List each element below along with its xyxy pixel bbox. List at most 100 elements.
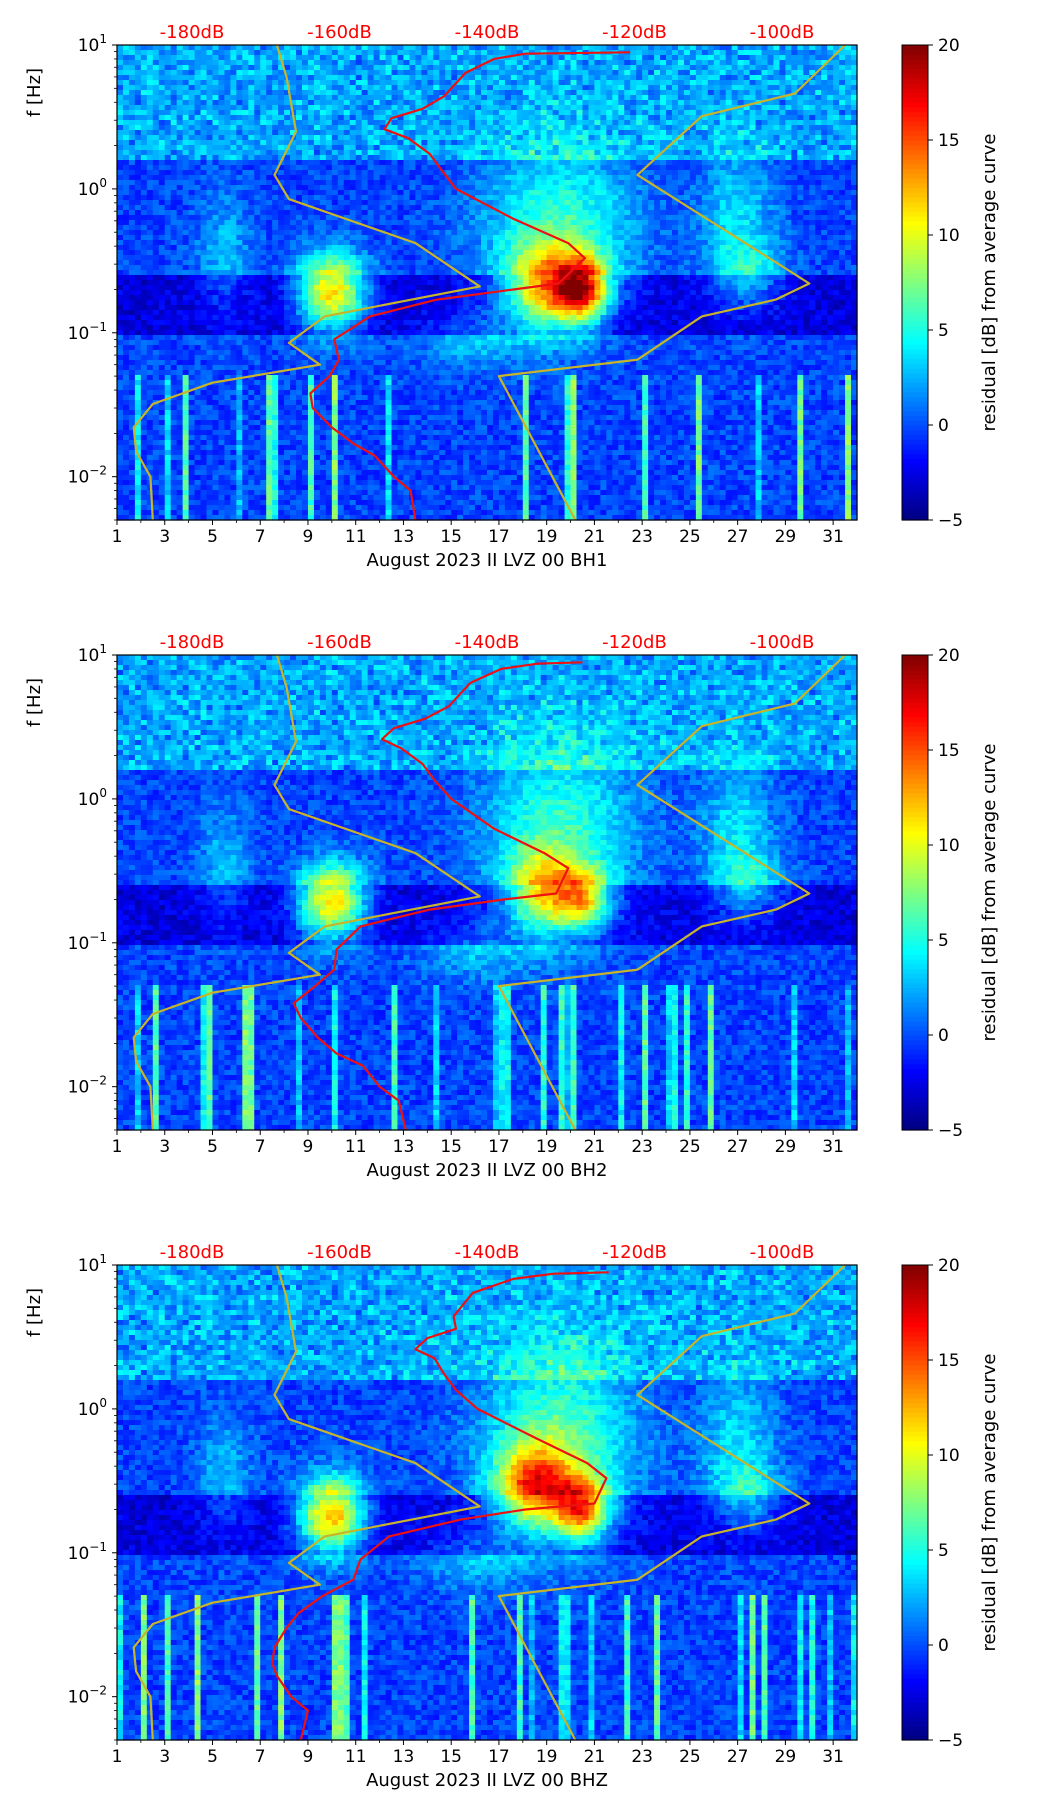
top-db-label: -180dB — [160, 1242, 225, 1263]
colorbar-tick-label: 10 — [938, 226, 960, 246]
top-db-label: -100dB — [750, 1242, 815, 1263]
x-tick-label: 3 — [159, 1137, 170, 1157]
x-tick-label: 31 — [822, 527, 844, 547]
x-tick-label: 17 — [488, 1137, 510, 1157]
x-tick-label: 17 — [488, 527, 510, 547]
colorbar-tick-label: 0 — [938, 416, 949, 436]
colorbar-tick-label: 10 — [938, 1446, 960, 1466]
chart-panel-3: 1 3 5 7 9 11 13 15 17 19 21 23 25 27 29 3110110010−110−… — [24, 1242, 1000, 1791]
colorbar-label: residual [dB] from average curve — [979, 1353, 1000, 1651]
top-db-label: -120dB — [602, 22, 667, 43]
colorbar-tick-label: 15 — [938, 741, 960, 761]
y-tick-label: 10−1 — [68, 1540, 107, 1564]
y-tick-label: 101 — [78, 1252, 107, 1276]
top-db-label: -140dB — [455, 1242, 520, 1263]
y-axis-label: f [Hz] — [24, 678, 45, 727]
top-db-label: -100dB — [750, 22, 815, 43]
x-tick-label: 5 — [207, 1747, 218, 1767]
top-db-label: -180dB — [160, 22, 225, 43]
x-tick-label: 15 — [440, 1137, 462, 1157]
x-tick-label: 3 — [159, 527, 170, 547]
x-tick-label: 13 — [393, 1747, 415, 1767]
x-tick-label: 31 — [822, 1137, 844, 1157]
colorbar-tick-label: 20 — [938, 646, 960, 666]
x-axis-label: August 2023 II LVZ 00 BH1 — [367, 550, 608, 571]
x-axis-label: August 2023 II LVZ 00 BHZ — [366, 1770, 608, 1791]
y-tick-label: 101 — [78, 642, 107, 666]
x-tick-label: 1 — [112, 1137, 123, 1157]
x-tick-label: 11 — [345, 1137, 367, 1157]
colorbar-label: residual [dB] from average curve — [979, 743, 1000, 1041]
x-tick-label: 19 — [536, 1137, 558, 1157]
colorbar-tick-label: 5 — [938, 1541, 949, 1561]
y-tick-label: 10−2 — [68, 1684, 107, 1708]
spectrogram — [117, 45, 858, 521]
x-tick-label: 21 — [584, 527, 606, 547]
colorbar-tick-label: 10 — [938, 836, 960, 856]
x-tick-label: 9 — [303, 1747, 314, 1767]
x-tick-label: 25 — [679, 527, 701, 547]
y-axis-label: f [Hz] — [24, 1288, 45, 1337]
x-tick-label: 27 — [727, 1137, 749, 1157]
spectrogram — [117, 1265, 858, 1741]
colorbar-tick-label: −5 — [938, 511, 963, 531]
x-tick-label: 13 — [393, 1137, 415, 1157]
x-tick-label: 25 — [679, 1137, 701, 1157]
figure: 1 3 5 7 9 11 13 15 17 19 21 23 25 27 29 3110110010−110−… — [0, 0, 1052, 1806]
top-db-label: -160dB — [307, 22, 372, 43]
x-tick-label: 23 — [631, 1747, 653, 1767]
colorbar-tick-label: 15 — [938, 1351, 960, 1371]
x-tick-label: 1 — [112, 1747, 123, 1767]
x-tick-label: 29 — [775, 1137, 797, 1157]
top-db-label: -180dB — [160, 632, 225, 653]
colorbar-tick-label: −5 — [938, 1121, 963, 1141]
colorbar-tick-label: 20 — [938, 36, 960, 56]
chart-panel-2: 1 3 5 7 9 11 13 15 17 19 21 23 25 27 29 3110110010−110−… — [24, 632, 1000, 1181]
x-tick-label: 25 — [679, 1747, 701, 1767]
colorbar-tick-label: 15 — [938, 131, 960, 151]
x-tick-label: 5 — [207, 527, 218, 547]
x-tick-label: 29 — [775, 527, 797, 547]
x-axis-label: August 2023 II LVZ 00 BH2 — [367, 1160, 608, 1181]
top-db-label: -120dB — [602, 632, 667, 653]
x-tick-label: 7 — [255, 1137, 266, 1157]
top-db-label: -160dB — [307, 632, 372, 653]
x-tick-label: 5 — [207, 1137, 218, 1157]
x-tick-label: 19 — [536, 1747, 558, 1767]
top-db-label: -140dB — [455, 22, 520, 43]
x-tick-label: 23 — [631, 527, 653, 547]
y-tick-label: 100 — [78, 786, 107, 810]
top-db-label: -160dB — [307, 1242, 372, 1263]
x-tick-label: 19 — [536, 527, 558, 547]
y-tick-label: 100 — [78, 176, 107, 200]
spectrogram — [117, 655, 858, 1131]
top-db-label: -100dB — [750, 632, 815, 653]
y-axis-label: f [Hz] — [24, 68, 45, 117]
x-tick-label: 7 — [255, 527, 266, 547]
y-tick-label: 10−2 — [68, 464, 107, 488]
x-tick-label: 7 — [255, 1747, 266, 1767]
x-tick-label: 15 — [440, 527, 462, 547]
colorbar-tick-label: −5 — [938, 1731, 963, 1751]
x-tick-label: 15 — [440, 1747, 462, 1767]
y-tick-label: 100 — [78, 1396, 107, 1420]
x-tick-label: 31 — [822, 1747, 844, 1767]
x-tick-label: 9 — [303, 1137, 314, 1157]
x-tick-label: 11 — [345, 527, 367, 547]
colorbar-tick-label: 0 — [938, 1636, 949, 1656]
colorbar-tick-label: 5 — [938, 931, 949, 951]
top-db-label: -120dB — [602, 1242, 667, 1263]
y-tick-label: 10−1 — [68, 320, 107, 344]
colorbar-tick-label: 0 — [938, 1026, 949, 1046]
x-tick-label: 1 — [112, 527, 123, 547]
x-tick-label: 27 — [727, 1747, 749, 1767]
y-tick-label: 101 — [78, 32, 107, 56]
y-tick-label: 10−2 — [68, 1074, 107, 1098]
colorbar: −5 0 5 10 15 20 residual [dB] from average cur… — [902, 646, 1000, 1141]
x-tick-label: 21 — [584, 1747, 606, 1767]
x-tick-label: 3 — [159, 1747, 170, 1767]
x-tick-label: 29 — [775, 1747, 797, 1767]
x-tick-label: 13 — [393, 527, 415, 547]
